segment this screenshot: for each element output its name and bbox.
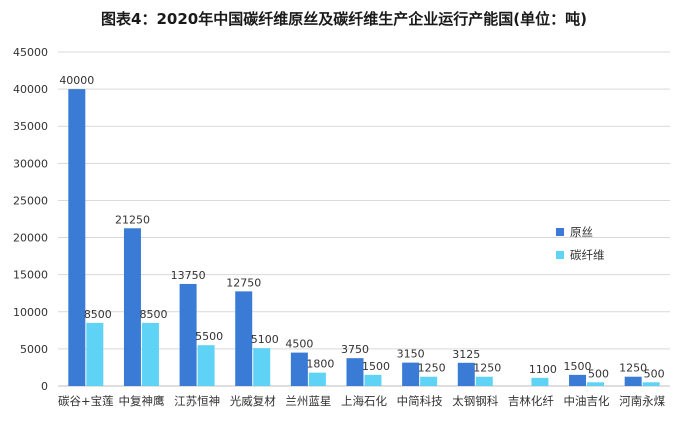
x-axis-categories: 碳谷+宝莲 中复神鹰 江苏恒神 光威复材 兰州蓝星 上海石化 中简科技 太钢钢科 吉林化纤 中油吉…	[58, 394, 666, 408]
legend-swatch-precursor	[556, 228, 564, 236]
y-tick-label: 45000	[13, 46, 48, 59]
data-label-precursor: 3150	[397, 348, 425, 361]
bar-precursor	[402, 362, 420, 386]
data-label-precursor: 13750	[171, 269, 206, 282]
bar-carbon-fiber	[364, 374, 382, 386]
bar-carbon-fiber	[197, 345, 215, 386]
bar-carbon-fiber	[587, 382, 605, 386]
data-label-precursor: 12750	[226, 276, 261, 289]
data-label-carbon-fiber: 1800	[306, 358, 334, 371]
bar-precursor	[346, 358, 364, 386]
x-category-label: 碳谷+宝莲	[58, 394, 114, 408]
bars	[68, 89, 660, 386]
x-category-label: 河南永煤	[619, 394, 665, 408]
bar-carbon-fiber	[86, 322, 104, 386]
x-category-label: 中简科技	[397, 394, 443, 408]
y-tick-label: 30000	[13, 157, 48, 170]
data-labels: 40000 8500 21250 8500 13750 5500 12750 5100 4500…	[59, 74, 664, 380]
data-label-carbon-fiber: 5500	[195, 330, 223, 343]
bar-carbon-fiber	[531, 377, 549, 386]
data-label-precursor: 21250	[115, 213, 150, 226]
data-label-carbon-fiber: 8500	[84, 308, 112, 321]
data-label-carbon-fiber: 5100	[251, 333, 279, 346]
x-category-label: 中油吉化	[564, 394, 610, 408]
bar-precursor	[569, 374, 587, 386]
x-category-label: 江苏恒神	[174, 394, 220, 408]
data-label-carbon-fiber: 1250	[473, 362, 501, 375]
y-tick-label: 35000	[13, 120, 48, 133]
data-label-precursor: 1250	[619, 362, 647, 375]
legend-label-precursor: 原丝	[570, 225, 593, 239]
bar-carbon-fiber	[141, 322, 159, 386]
data-label-precursor: 4500	[285, 338, 313, 351]
x-category-label: 兰州蓝星	[285, 394, 331, 408]
data-label-carbon-fiber: 500	[644, 367, 665, 380]
x-category-label: 光威复材	[230, 394, 276, 408]
bar-carbon-fiber	[642, 382, 660, 386]
y-tick-label: 5000	[20, 343, 48, 356]
bar-precursor	[457, 362, 475, 386]
bar-precursor	[123, 228, 141, 386]
bar-precursor	[290, 352, 308, 386]
y-tick-label: 10000	[13, 306, 48, 319]
y-tick-label: 25000	[13, 194, 48, 207]
legend-label-carbon-fiber: 碳纤维	[570, 248, 605, 262]
x-category-label: 上海石化	[341, 394, 387, 408]
data-label-precursor: 1500	[564, 360, 592, 373]
bar-precursor	[624, 376, 642, 386]
bar-carbon-fiber	[253, 348, 271, 386]
data-label-carbon-fiber: 1100	[529, 363, 557, 376]
bar-carbon-fiber	[475, 376, 493, 386]
legend-swatch-carbon-fiber	[556, 251, 564, 259]
bar-precursor	[68, 89, 86, 386]
bar-carbon-fiber	[308, 372, 326, 386]
y-tick-label: 15000	[13, 269, 48, 282]
data-label-precursor: 40000	[59, 74, 94, 87]
chart-title: 图表4：2020年中国碳纤维原丝及碳纤维生产企业运行产能国(单位：吨)	[101, 10, 587, 28]
data-label-precursor: 3125	[452, 348, 480, 361]
bar-carbon-fiber	[420, 376, 438, 386]
y-tick-label: 40000	[13, 83, 48, 96]
y-tick-label: 0	[41, 380, 48, 393]
x-category-label: 太钢钢科	[452, 394, 498, 408]
data-label-carbon-fiber: 1500	[362, 360, 390, 373]
y-tick-label: 20000	[13, 232, 48, 245]
gridlines	[58, 51, 670, 387]
bar-precursor	[235, 291, 253, 386]
data-label-carbon-fiber: 500	[588, 367, 609, 380]
data-label-carbon-fiber: 1250	[418, 362, 446, 375]
data-label-carbon-fiber: 8500	[139, 308, 167, 321]
bar-precursor	[179, 283, 197, 386]
x-category-label: 吉林化纤	[508, 394, 554, 408]
x-category-label: 中复神鹰	[118, 394, 164, 408]
data-label-precursor: 3750	[341, 343, 369, 356]
y-axis-ticks: 0 5000 10000 15000 20000 25000 30000 35000 40000…	[13, 46, 48, 393]
